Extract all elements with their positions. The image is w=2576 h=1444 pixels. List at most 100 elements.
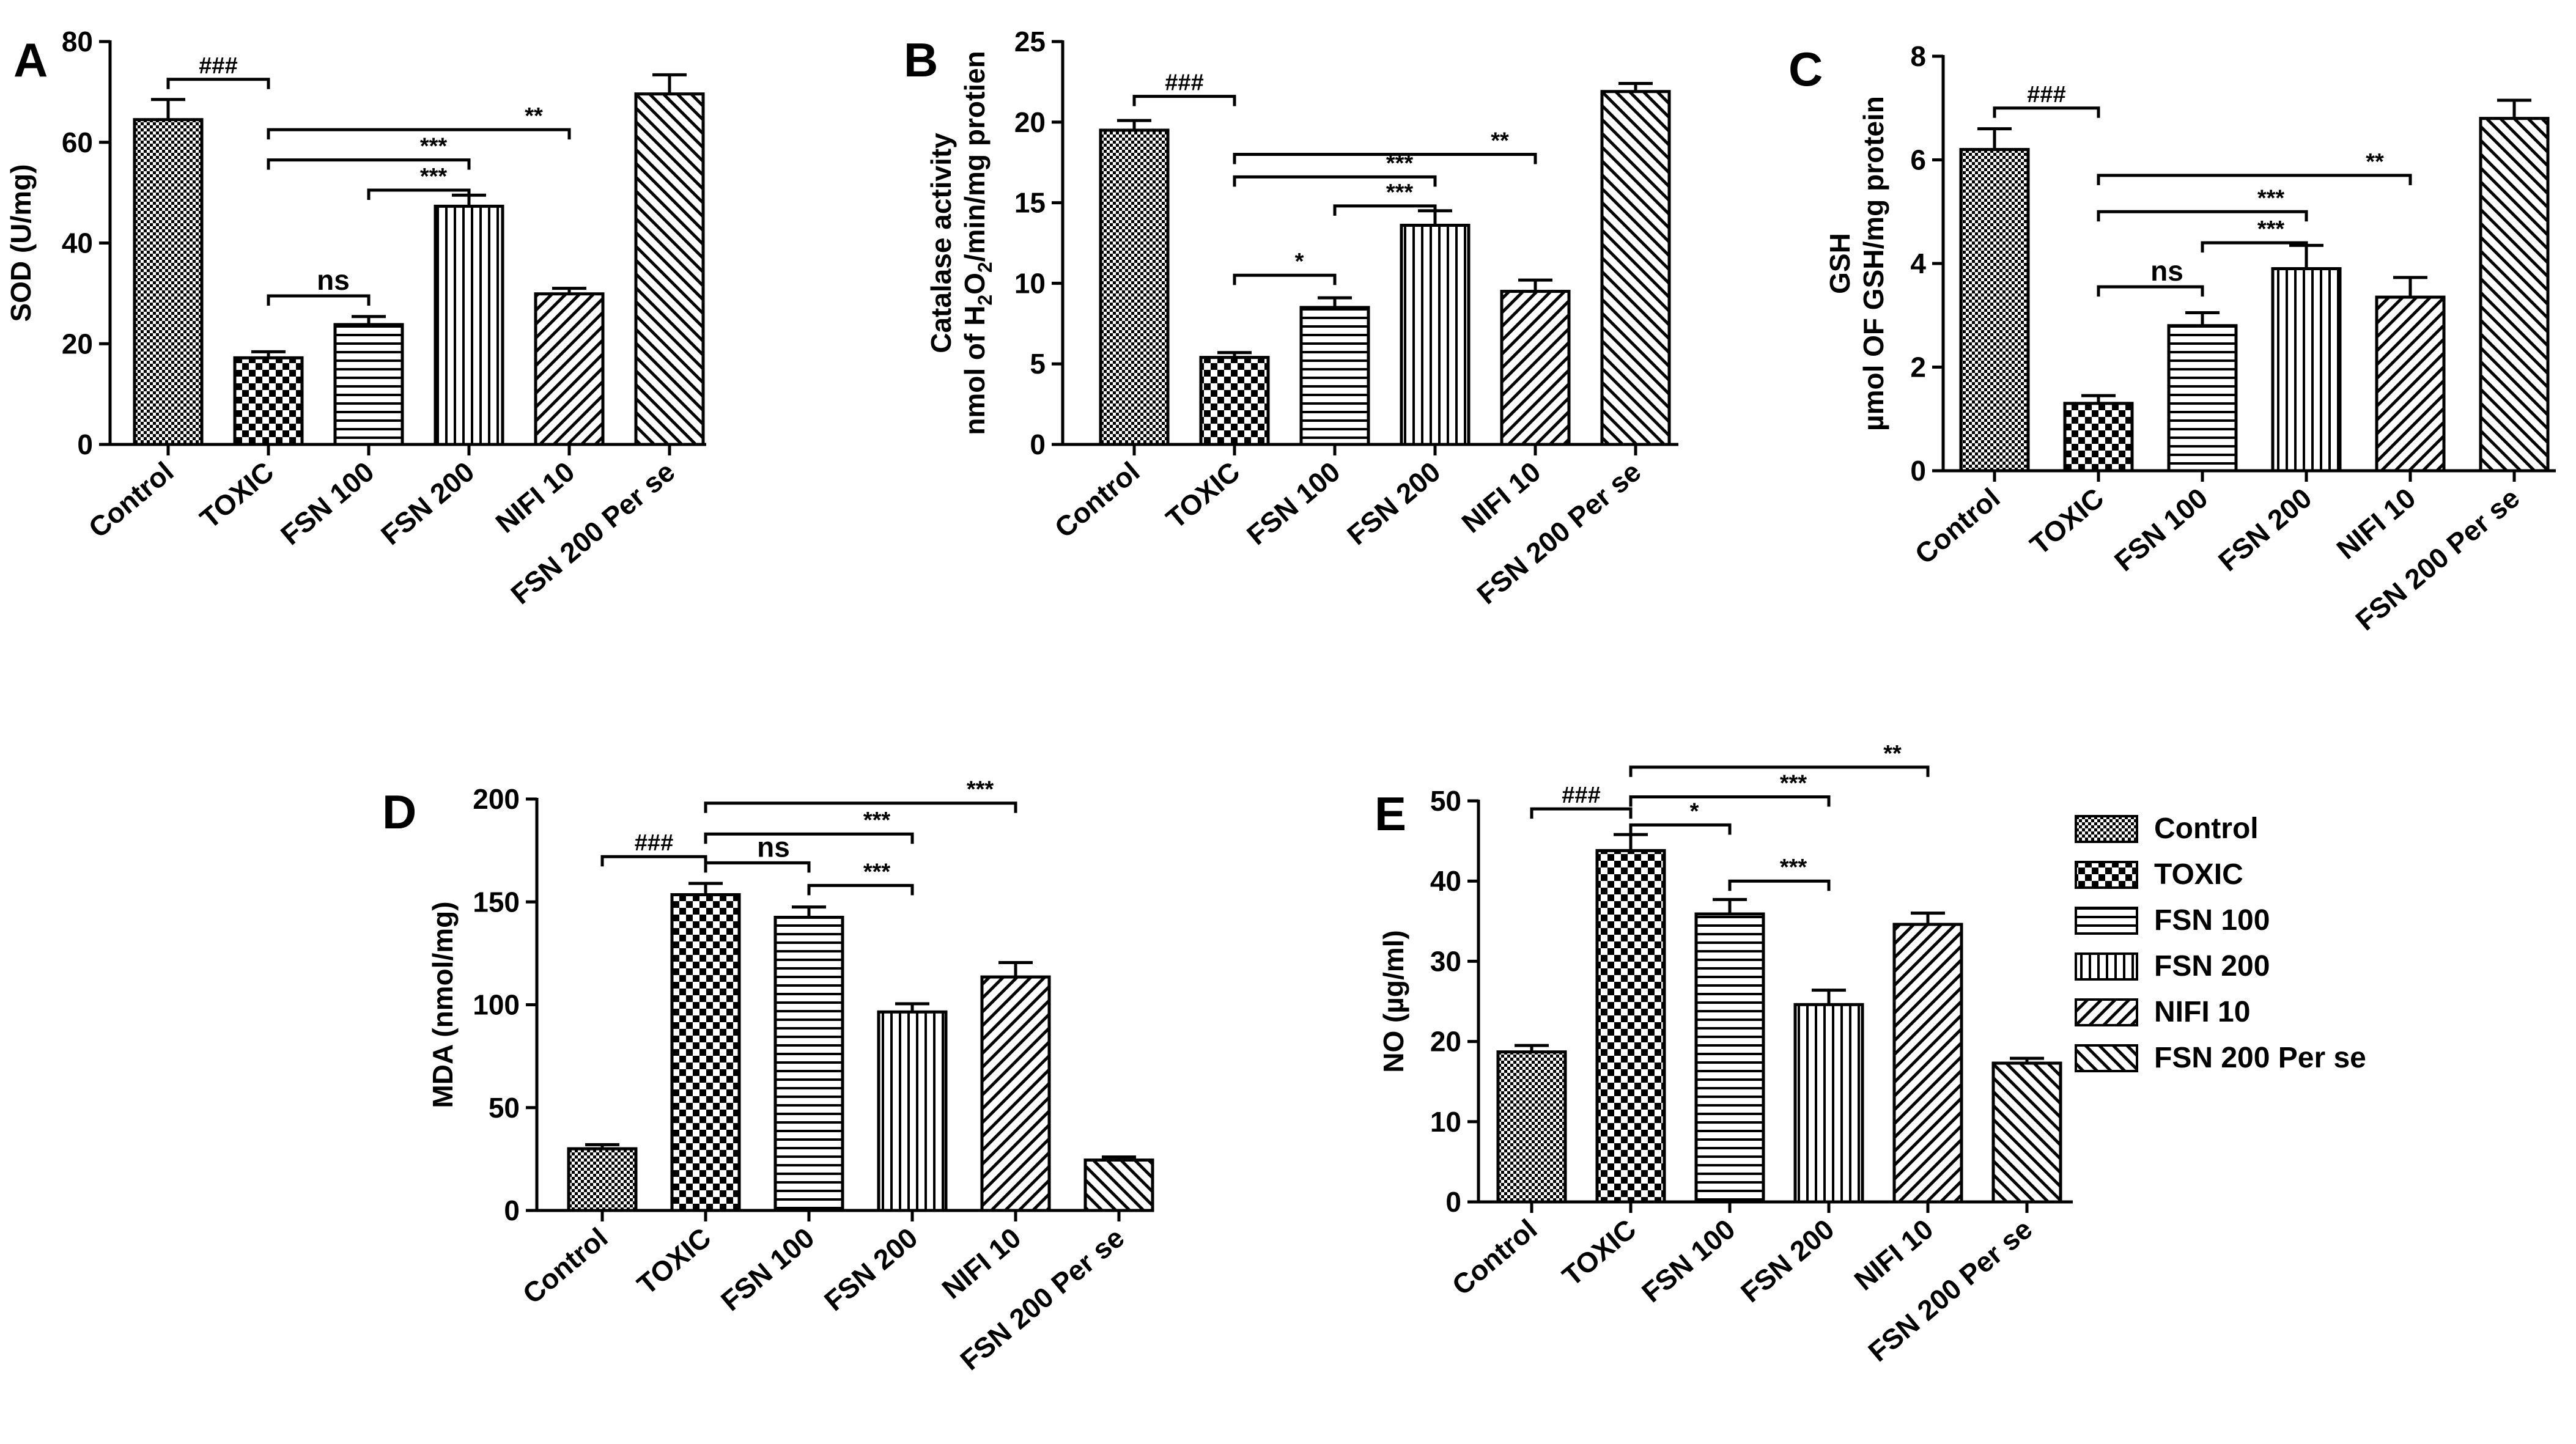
significance-bracket [267,158,471,170]
bar-fsn-200 [1400,224,1471,446]
x-tick-label-fsn-200-per-se: FSN 200 Per se [504,455,681,611]
bar-fsn-200 [1793,1003,1864,1204]
x-tick-label-fsn-200: FSN 200 [375,455,480,551]
bar-fsn-200-per-se [1991,1061,2062,1204]
significance-bracket [1233,273,1337,285]
x-tick-label-toxic: TOXIC [1556,1213,1642,1292]
y-axis-label: GSH [1824,233,1856,294]
y-axis-label: MDA (nmol/mg) [427,901,459,1108]
significance-label: *** [863,859,891,885]
x-tick-label-fsn-100: FSN 100 [1636,1213,1741,1309]
x-tick-label-nifi-10: NIFI 10 [1455,455,1546,539]
significance-bracket [166,78,270,89]
y-tick-label: 0 [1910,455,1926,487]
significance-label: ns [317,264,350,296]
x-tick-label-control: Control [1909,482,2006,570]
significance-bracket [807,883,914,896]
significance-bracket [1233,153,1537,164]
legend-swatch-fsn-200 [2075,952,2138,981]
significance-bracket [704,801,1017,813]
x-tick-label-fsn-200-per-se: FSN 200 Per se [1471,455,1647,611]
x-tick-label-fsn-200: FSN 200 [818,1221,923,1317]
y-tick-label: 80 [62,26,93,57]
y-tick-label: 50 [1430,785,1461,817]
y-tick-label: 0 [77,429,93,460]
x-tick-label-fsn-100: FSN 100 [1241,455,1346,551]
y-tick-label: 20 [62,328,93,359]
y-axis-label: NO (µg/ml) [1378,930,1409,1072]
x-tick-label-toxic: TOXIC [2024,482,2109,561]
bar-toxic [1595,849,1666,1204]
y-tick-label: 5 [1030,348,1046,380]
x-tick-label-fsn-200-per-se: FSN 200 Per se [1862,1213,2038,1368]
bar-nifi-10 [2375,295,2446,473]
significance-bracket [1993,106,2100,118]
bar-fsn-100 [1299,306,1370,446]
y-tick-label: 40 [62,227,93,259]
bar-nifi-10 [980,975,1051,1212]
x-tick-label-toxic: TOXIC [631,1221,717,1301]
y-tick-label: 8 [1910,40,1926,72]
bar-fsn-200-per-se [2479,117,2550,473]
significance-bracket [1629,765,1930,777]
legend-label-fsn-200-per-se: FSN 200 Per se [2154,1042,2366,1074]
significance-label: *** [967,777,994,803]
legend-label-nifi-10: NIFI 10 [2154,996,2250,1028]
significance-label: ** [525,103,543,129]
significance-bracket [704,832,914,844]
y-tick-label: 30 [1430,945,1461,977]
bar-toxic [233,356,304,446]
bar-fsn-200-per-se [634,92,705,446]
bar-control [1099,128,1170,446]
bar-nifi-10 [534,292,605,446]
y-tick-label: 150 [473,886,520,918]
bar-toxic [2063,402,2134,473]
y-tick-label: 15 [1014,187,1046,219]
significance-label: *** [1780,770,1807,796]
x-tick-label-control: Control [1049,455,1146,544]
significance-bracket [1530,807,1633,819]
legend-swatch-toxic [2075,861,2138,889]
y-tick-label: 20 [1430,1026,1461,1058]
significance-bracket [1333,204,1437,216]
bar-fsn-100 [1694,912,1765,1204]
bar-fsn-200 [877,1010,948,1212]
x-tick-label-nifi-10: NIFI 10 [2330,482,2421,565]
x-tick-label-fsn-200: FSN 200 [2212,482,2317,578]
y-tick-label: 2 [1910,352,1926,383]
significance-bracket [1233,175,1437,187]
x-tick-label-control: Control [83,455,180,544]
bar-fsn-200-per-se [1083,1159,1154,1212]
x-tick-label-fsn-200: FSN 200 [1341,455,1446,551]
significance-label: *** [420,164,448,190]
y-axis-label: µmol OF GSH/mg protein [1858,96,1889,431]
bar-control [1496,1050,1567,1204]
panel-letter-d: D [382,785,416,839]
significance-label: ns [2150,255,2183,287]
legend-label-toxic: TOXIC [2154,858,2243,891]
significance-label: *** [1386,180,1414,205]
y-tick-label: 0 [1445,1186,1461,1218]
bar-toxic [670,893,741,1212]
x-tick-label-fsn-200: FSN 200 [1735,1213,1840,1309]
significance-label: ** [1883,741,1902,767]
y-tick-label: 100 [473,989,520,1021]
x-tick-label-control: Control [1446,1213,1543,1302]
significance-label: ### [2027,82,2065,108]
y-tick-label: 10 [1430,1106,1461,1138]
significance-label: * [1295,249,1304,274]
y-tick-label: 6 [1910,144,1926,176]
y-tick-label: 0 [1030,429,1046,460]
x-tick-label-fsn-100: FSN 100 [275,455,380,551]
x-tick-label-nifi-10: NIFI 10 [936,1221,1027,1305]
legend-swatch-fsn-100 [2075,907,2138,935]
x-tick-label-nifi-10: NIFI 10 [489,455,580,539]
panel-letter-e: E [1375,787,1406,841]
x-tick-label-fsn-100: FSN 100 [2108,482,2213,578]
significance-label: ### [635,830,673,856]
